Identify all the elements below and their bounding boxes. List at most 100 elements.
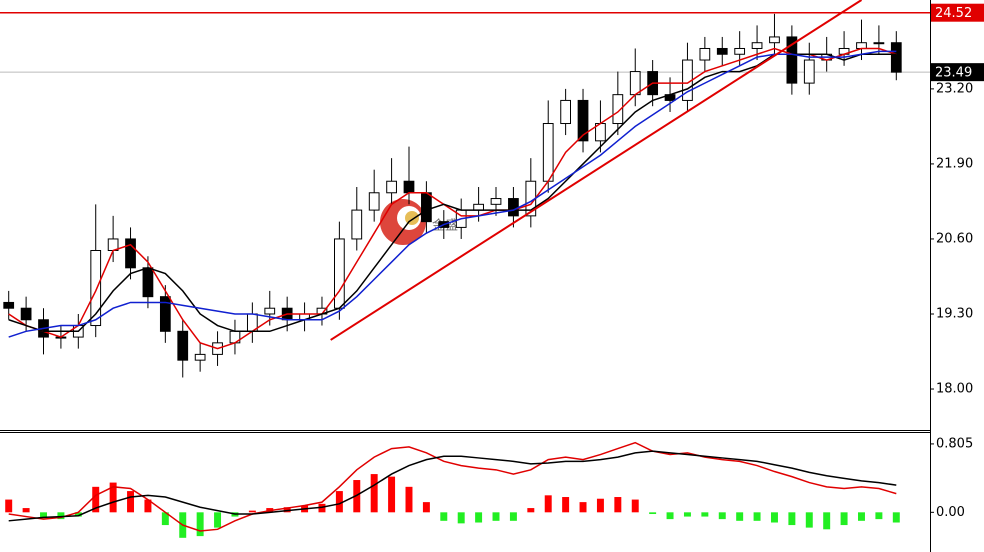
histogram-bar bbox=[892, 512, 900, 523]
candle-body bbox=[699, 47, 711, 61]
histogram-bar bbox=[422, 502, 430, 513]
histogram-bar bbox=[127, 491, 135, 513]
candle-body bbox=[473, 203, 484, 211]
candle-body bbox=[194, 353, 206, 361]
histogram-bar bbox=[858, 512, 865, 521]
candle-body bbox=[751, 42, 763, 49]
candle-body bbox=[734, 47, 746, 55]
price-label: 24.52 bbox=[935, 6, 972, 21]
histogram-bar bbox=[144, 499, 152, 513]
y-tick-label: 0.805 bbox=[936, 436, 973, 451]
histogram-bar bbox=[318, 503, 326, 513]
candle-body bbox=[90, 249, 102, 327]
histogram-bar bbox=[579, 502, 587, 513]
candle-body bbox=[716, 47, 728, 55]
histogram-bar bbox=[875, 512, 883, 520]
candle-body bbox=[873, 42, 885, 45]
histogram-bar bbox=[823, 512, 831, 530]
histogram-bar bbox=[736, 512, 744, 521]
candle-body bbox=[890, 42, 902, 73]
histogram-bar bbox=[753, 512, 761, 521]
trendline bbox=[330, 0, 863, 341]
histogram-bar bbox=[718, 512, 726, 520]
candle-body bbox=[629, 71, 641, 96]
histogram-bar bbox=[457, 512, 465, 524]
candle-body bbox=[264, 307, 276, 315]
histogram-bar bbox=[248, 510, 256, 513]
candle-body bbox=[3, 301, 15, 309]
histogram-bar bbox=[492, 512, 500, 521]
histogram-bar bbox=[683, 512, 691, 517]
candle-body bbox=[20, 307, 32, 321]
histogram-bar bbox=[649, 512, 657, 515]
price-label: 23.49 bbox=[935, 66, 972, 81]
y-tick-label: 20.60 bbox=[936, 231, 973, 246]
histogram-bar bbox=[353, 480, 361, 513]
histogram-bar bbox=[74, 512, 82, 517]
histogram-bar bbox=[57, 512, 65, 520]
candle-body bbox=[421, 192, 432, 223]
histogram-bar bbox=[335, 491, 343, 513]
candle-body bbox=[542, 123, 554, 182]
candle-body bbox=[560, 99, 571, 125]
candle-body bbox=[334, 238, 345, 309]
histogram-bar bbox=[631, 499, 639, 513]
histogram-bar bbox=[109, 482, 117, 513]
histogram-bar bbox=[388, 476, 396, 513]
y-tick-label: 0.00 bbox=[936, 505, 965, 520]
candle-body bbox=[786, 36, 798, 84]
moving-average bbox=[8, 53, 897, 333]
candle-body bbox=[403, 180, 415, 194]
histogram-bar bbox=[666, 512, 674, 520]
candle-body bbox=[386, 180, 397, 194]
candle-body bbox=[508, 198, 519, 217]
candle-body bbox=[803, 59, 815, 84]
histogram-bar bbox=[5, 499, 13, 513]
price-label-box bbox=[931, 63, 984, 82]
histogram-bar bbox=[770, 512, 778, 523]
histogram-bar bbox=[614, 497, 622, 513]
candle-body bbox=[769, 36, 780, 44]
histogram-bar bbox=[161, 512, 169, 526]
candle-body bbox=[856, 42, 867, 49]
histogram-bar bbox=[214, 512, 222, 528]
moving-average bbox=[8, 50, 897, 338]
candle-body bbox=[159, 296, 171, 332]
histogram-bar bbox=[509, 512, 517, 521]
histogram-bar bbox=[440, 512, 448, 521]
candle-body bbox=[177, 330, 189, 361]
histogram-bar bbox=[805, 512, 813, 528]
histogram-bar bbox=[544, 495, 552, 513]
histogram-bar bbox=[370, 474, 378, 513]
histogram-bar bbox=[701, 512, 709, 517]
candle-body bbox=[368, 192, 380, 211]
histogram-bar bbox=[840, 512, 848, 526]
candle-body bbox=[612, 94, 624, 125]
candle-body bbox=[351, 209, 363, 240]
histogram-bar bbox=[283, 507, 291, 513]
candle-body bbox=[577, 99, 589, 142]
y-tick-label: 19.30 bbox=[936, 306, 973, 321]
histogram-bar bbox=[92, 486, 100, 513]
moving-average bbox=[8, 47, 897, 350]
histogram-bar bbox=[527, 508, 535, 513]
y-tick-label: 21.90 bbox=[936, 156, 973, 171]
macd-line bbox=[8, 441, 897, 532]
histogram-bar bbox=[40, 512, 47, 519]
candle-body bbox=[142, 267, 154, 298]
histogram-bar bbox=[596, 498, 604, 513]
y-tick-label: 18.00 bbox=[936, 382, 973, 397]
y-tick-label: 23.20 bbox=[936, 81, 973, 96]
histogram-bar bbox=[22, 508, 30, 513]
candle-body bbox=[125, 238, 136, 269]
macd-line bbox=[8, 450, 897, 522]
histogram-bar bbox=[562, 497, 570, 513]
histogram-bar bbox=[196, 512, 204, 537]
price-label-box bbox=[931, 3, 984, 22]
histogram-bar bbox=[405, 486, 413, 513]
histogram-bar bbox=[475, 512, 483, 523]
candle-body bbox=[490, 198, 502, 205]
histogram-bar bbox=[788, 512, 796, 526]
